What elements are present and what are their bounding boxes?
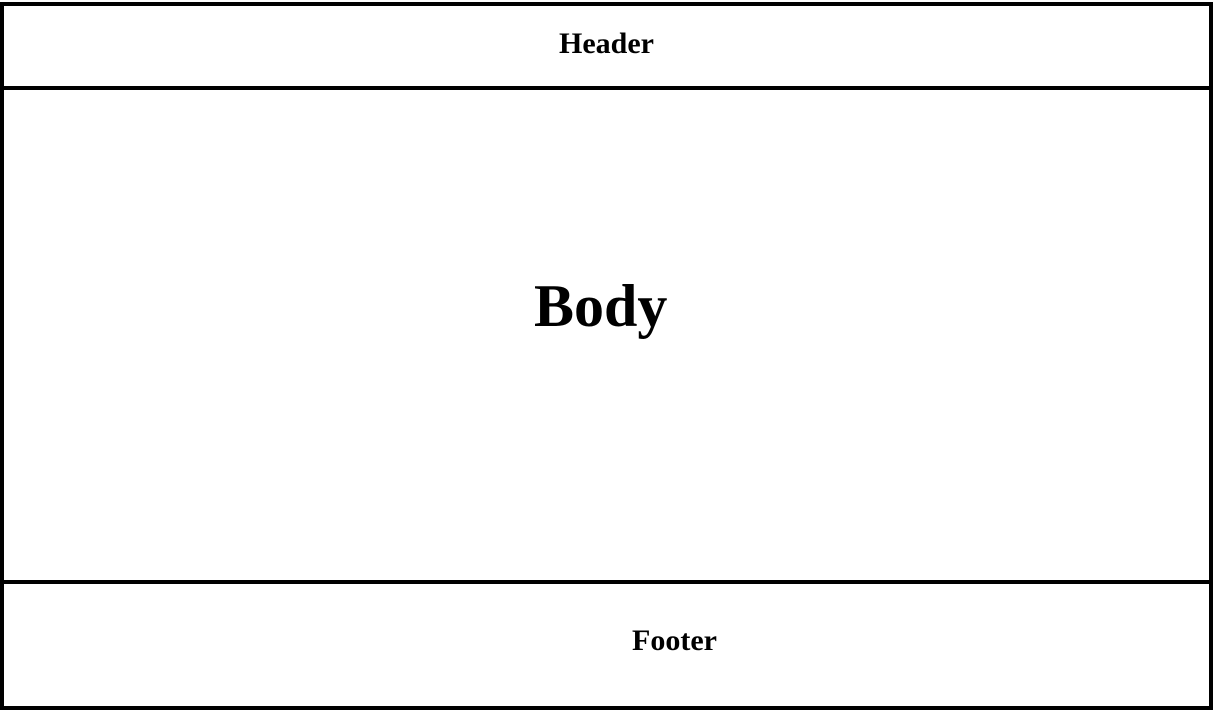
header-label: Header bbox=[559, 27, 654, 60]
footer-section: Footer bbox=[4, 584, 1209, 710]
header-section: Header bbox=[4, 6, 1209, 86]
footer-label: Footer bbox=[632, 624, 717, 657]
body-label: Body bbox=[534, 273, 668, 339]
body-section: Body bbox=[4, 90, 1209, 580]
header-body-divider bbox=[4, 86, 1209, 90]
body-footer-divider bbox=[4, 580, 1209, 584]
